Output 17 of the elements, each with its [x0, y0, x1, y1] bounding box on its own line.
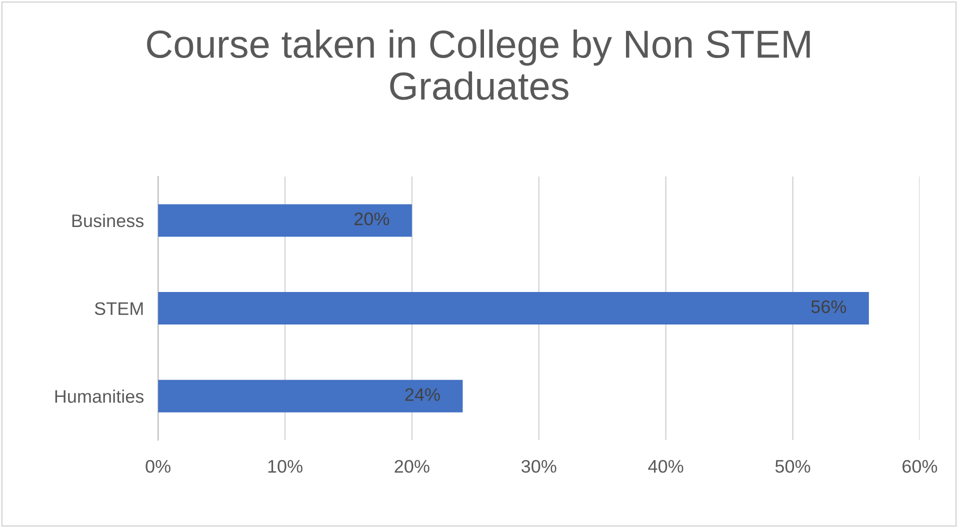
bar — [158, 292, 869, 325]
chart-title: Course taken in College by Non STEM Graduates — [147, 29, 810, 100]
bar — [158, 204, 412, 237]
x-tick-label: 60% — [902, 460, 938, 473]
data-label: 24% — [405, 388, 440, 401]
x-tick-label: 0% — [146, 460, 170, 473]
y-tick-label: Humanities — [55, 390, 144, 403]
x-tick-label: 10% — [268, 460, 302, 473]
x-tick-label: 20% — [394, 460, 430, 473]
x-tick-label: 50% — [775, 460, 810, 473]
bar — [158, 380, 463, 412]
y-tick-label: Business — [72, 214, 144, 228]
data-label: 20% — [354, 212, 390, 226]
data-label: 56% — [811, 300, 846, 314]
y-tick-label: STEM — [94, 302, 143, 316]
x-tick-label: 40% — [648, 460, 684, 473]
x-tick-label: 30% — [521, 460, 556, 473]
